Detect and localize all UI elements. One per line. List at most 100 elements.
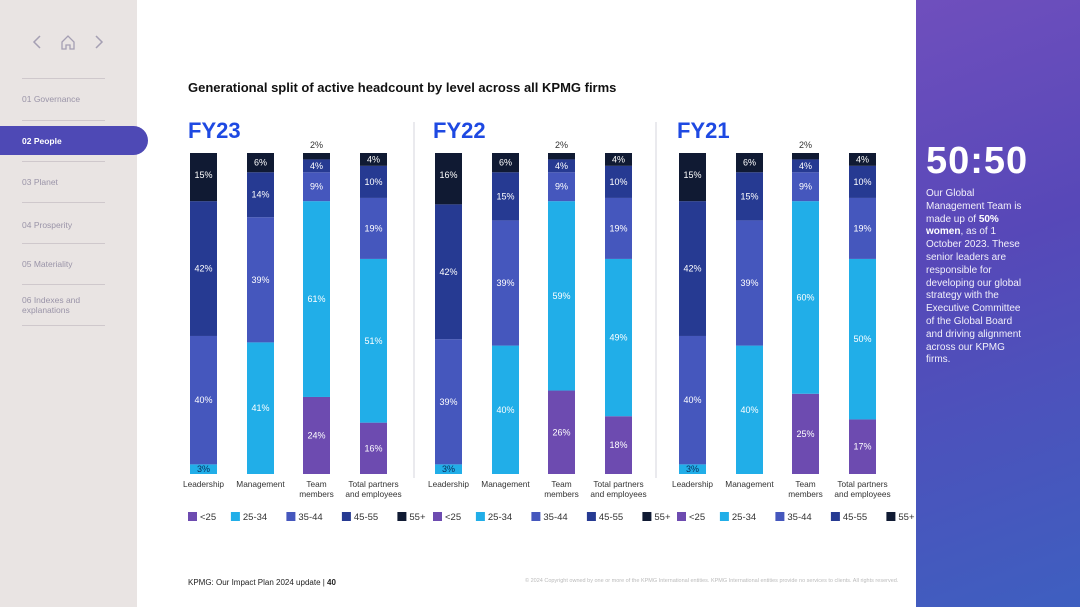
data-label: 10% (364, 177, 382, 187)
data-label: 15% (740, 191, 758, 201)
data-label: 4% (799, 161, 812, 171)
legend-swatch (677, 512, 686, 521)
data-label: 49% (609, 333, 627, 343)
category-label: Management (236, 479, 285, 489)
legend-swatch (775, 512, 785, 521)
legend-swatch (397, 512, 407, 521)
sidebar-item-prosperity[interactable]: 04 Prosperity (22, 220, 73, 230)
sidebar-item-people[interactable]: 02 People (0, 126, 148, 155)
data-label: 19% (853, 223, 871, 233)
data-label: 40% (740, 405, 758, 415)
sidebar-item-indexes[interactable]: 06 Indexes and explanations (22, 295, 81, 315)
data-label: 18% (609, 440, 627, 450)
sidebar-item-materiality[interactable]: 05 Materiality (22, 259, 73, 269)
bar-segment (679, 464, 706, 474)
panel-title: FY22 (433, 118, 486, 143)
category-label: Total partners (593, 479, 643, 489)
legend-swatch (475, 512, 485, 521)
data-label: 60% (796, 292, 814, 302)
data-label: 40% (194, 395, 212, 405)
bar-segment (303, 153, 330, 160)
divider (22, 243, 105, 244)
data-label: 19% (364, 223, 382, 233)
category-label: Leadership (672, 479, 713, 489)
data-label: 9% (310, 182, 323, 192)
bar-segment (492, 153, 519, 173)
legend-swatch (433, 512, 442, 521)
data-label: 17% (853, 442, 871, 452)
bar-segment (605, 165, 632, 198)
footer-title: KPMG: Our Impact Plan 2024 update | (188, 578, 328, 587)
bar-segment (736, 220, 763, 346)
bar-segment (849, 153, 876, 166)
legend-label: 45-55 (843, 512, 867, 523)
divider (22, 161, 105, 162)
bar-segment (679, 335, 706, 465)
sidebar-item-planet[interactable]: 03 Planet (22, 177, 58, 187)
bar-segment (548, 172, 575, 202)
bar-segment (679, 201, 706, 336)
home-icon[interactable] (58, 30, 78, 54)
bar-segment (679, 153, 706, 202)
bar-segment (792, 159, 819, 173)
data-label: 4% (367, 154, 380, 164)
bar-segment (605, 416, 632, 474)
legend-label: 35-44 (298, 512, 322, 523)
data-label: 15% (496, 191, 514, 201)
category-label: members (544, 489, 579, 499)
chevron-right-icon[interactable] (88, 30, 108, 54)
footer-copyright: © 2024 Copyright owned by one or more of… (525, 578, 899, 584)
bar-segment (605, 258, 632, 417)
bar-segment (548, 153, 575, 160)
data-label: 39% (251, 275, 269, 285)
data-label: 40% (683, 395, 701, 405)
bar-segment (492, 345, 519, 474)
category-label: and employees (834, 489, 890, 499)
bar-segment (360, 165, 387, 198)
bar-segment (736, 172, 763, 221)
stacked-bar-charts: FY23 3% 40% 42% 15% Leadership 41% 39% 14% 6% Mana… (183, 118, 915, 523)
data-label: 16% (439, 170, 457, 180)
category-label: members (299, 489, 334, 499)
sidebar-item-governance[interactable]: 01 Governance (22, 94, 81, 104)
category-label: Total partners (348, 479, 398, 489)
data-label: 42% (194, 264, 212, 274)
page-number: 40 (327, 578, 336, 587)
data-label: 50% (853, 334, 871, 344)
legend-label: 55+ (409, 512, 426, 523)
bar-segment (190, 464, 217, 474)
data-label: 10% (853, 177, 871, 187)
stat-text-before: Our Global Management Team is made up of (926, 188, 1022, 225)
data-label: 51% (364, 336, 382, 346)
legend-swatch (188, 512, 197, 521)
data-label: 39% (740, 278, 758, 288)
bar-segment (736, 153, 763, 173)
category-label: Team (306, 479, 326, 489)
data-label: 2% (555, 140, 568, 150)
legend-label: <25 (200, 512, 216, 523)
legend-label: 25-34 (243, 512, 267, 523)
data-label: 61% (307, 294, 325, 304)
data-label: 16% (364, 443, 382, 453)
data-label: 3% (686, 464, 699, 474)
bar-segment (303, 159, 330, 173)
chevron-left-icon[interactable] (28, 30, 48, 54)
data-label: 42% (683, 264, 701, 274)
data-label: 59% (552, 291, 570, 301)
bar-segment (360, 258, 387, 423)
divider (22, 120, 105, 121)
bar-segment (247, 172, 274, 218)
bar-segment (492, 220, 519, 346)
nav-icons (28, 30, 108, 54)
bar-segment (605, 153, 632, 166)
bar-segment (360, 197, 387, 259)
data-label: 3% (442, 464, 455, 474)
data-label: 2% (310, 140, 323, 150)
data-label: 25% (796, 429, 814, 439)
category-label: Total partners (837, 479, 887, 489)
category-label: Management (481, 479, 530, 489)
data-label: 9% (555, 182, 568, 192)
data-label: 15% (194, 170, 212, 180)
panel-title: FY23 (188, 118, 241, 143)
bar-segment (548, 390, 575, 474)
